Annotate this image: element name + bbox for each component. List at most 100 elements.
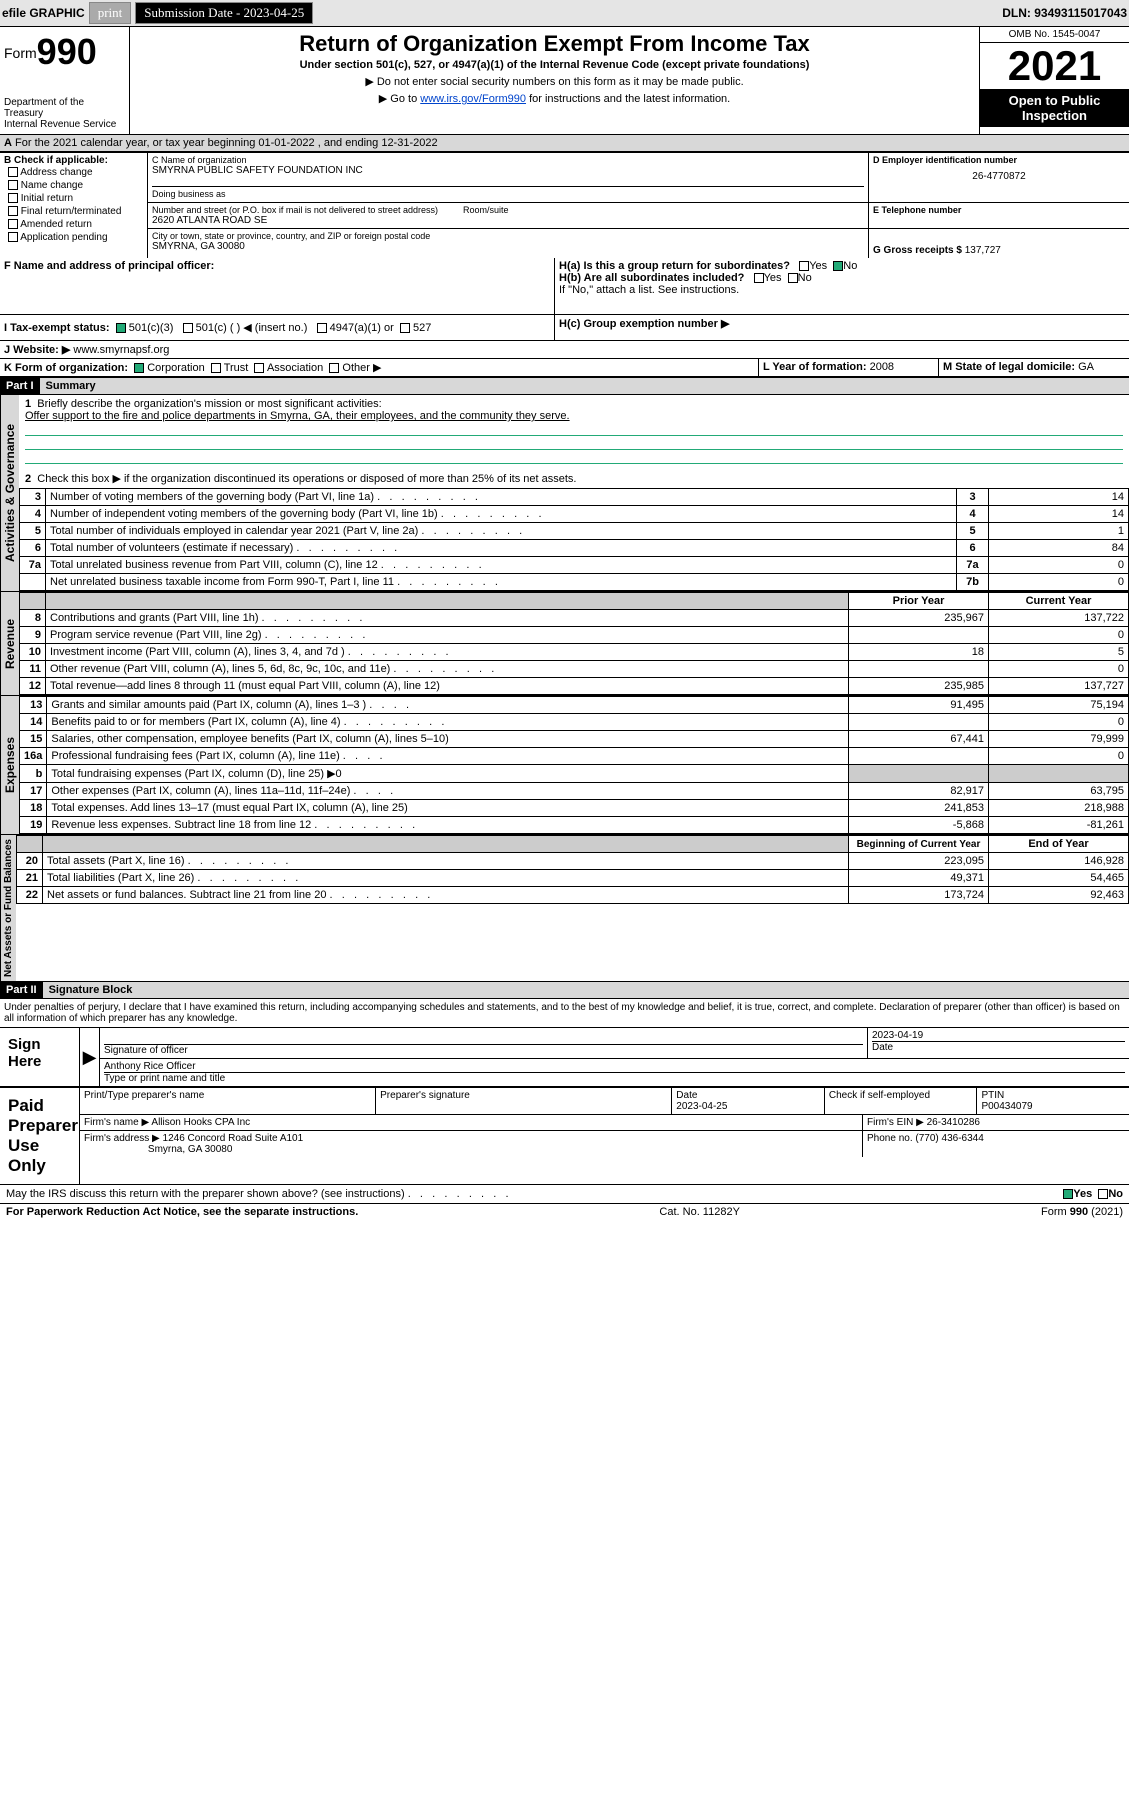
table-row: 17Other expenses (Part IX, column (A), l… — [20, 783, 1129, 800]
irs-link[interactable]: www.irs.gov/Form990 — [420, 93, 526, 105]
revenue-table: Prior YearCurrent Year 8Contributions an… — [19, 592, 1129, 695]
527-checkbox[interactable] — [400, 323, 410, 333]
form-title: Return of Organization Exempt From Incom… — [138, 31, 971, 57]
address-change-checkbox[interactable] — [8, 167, 18, 177]
hb-yes-label: Yes — [764, 272, 782, 284]
trust-checkbox[interactable] — [211, 363, 221, 373]
final-return-checkbox[interactable] — [8, 206, 18, 216]
hb-note: If "No," attach a list. See instructions… — [559, 284, 1125, 296]
501c-label: 501(c) ( ) ◀ (insert no.) — [196, 322, 308, 334]
phone-label: E Telephone number — [873, 205, 1125, 215]
net-assets-vlabel: Net Assets or Fund Balances — [0, 835, 16, 981]
discuss-no-checkbox[interactable] — [1098, 1189, 1108, 1199]
print-button[interactable]: print — [89, 2, 132, 24]
501c3-checkbox[interactable] — [116, 323, 126, 333]
hb-yes-checkbox[interactable] — [754, 273, 764, 283]
table-row: 5Total number of individuals employed in… — [20, 523, 1129, 540]
ha-yes-label: Yes — [809, 260, 827, 272]
other-checkbox[interactable] — [329, 363, 339, 373]
governance-table: 3Number of voting members of the governi… — [19, 488, 1129, 591]
firm-addr-label: Firm's address ▶ — [84, 1133, 160, 1144]
501c-checkbox[interactable] — [183, 323, 193, 333]
city-state-zip: SMYRNA, GA 30080 — [152, 241, 864, 252]
revenue-section: Revenue Prior YearCurrent Year 8Contribu… — [0, 591, 1129, 695]
corp-checkbox[interactable] — [134, 363, 144, 373]
initial-return-label: Initial return — [21, 193, 73, 204]
527-label: 527 — [413, 322, 431, 334]
table-row: 20Total assets (Part X, line 16)223,0951… — [17, 853, 1129, 870]
part1-header: Part I Summary — [0, 377, 1129, 395]
assoc-checkbox[interactable] — [254, 363, 264, 373]
dept-treasury: Department of the Treasury — [4, 97, 125, 119]
sign-here-label: Sign Here — [0, 1028, 80, 1086]
year-formation-label: L Year of formation: — [763, 361, 867, 373]
table-row: 7aTotal unrelated business revenue from … — [20, 557, 1129, 574]
omb-number: OMB No. 1545-0047 — [980, 27, 1129, 43]
table-row: 6Total number of volunteers (estimate if… — [20, 540, 1129, 557]
table-row: Net unrelated business taxable income fr… — [20, 574, 1129, 591]
block-f-label: F Name and address of principal officer: — [4, 260, 214, 272]
submission-date-button[interactable]: Submission Date - 2023-04-25 — [135, 2, 313, 24]
org-name: SMYRNA PUBLIC SAFETY FOUNDATION INC — [152, 165, 864, 176]
identity-block: B Check if applicable: Address change Na… — [0, 152, 1129, 258]
form-header: Form990 Department of the Treasury Inter… — [0, 27, 1129, 135]
org-name-label: C Name of organization — [152, 155, 864, 165]
part1-bar: Part I — [0, 378, 40, 394]
firm-name: Allison Hooks CPA Inc — [151, 1117, 250, 1128]
ptin-label: PTIN — [981, 1090, 1004, 1101]
amended-return-checkbox[interactable] — [8, 219, 18, 229]
net-assets-section: Net Assets or Fund Balances Beginning of… — [0, 834, 1129, 981]
hb-no-label: No — [798, 272, 812, 284]
irs-label: Internal Revenue Service — [4, 119, 125, 130]
top-bar: efile GRAPHIC print Submission Date - 20… — [0, 0, 1129, 27]
goto-suffix: for instructions and the latest informat… — [526, 93, 730, 105]
gross-receipts-value: 137,727 — [965, 245, 1001, 256]
firm-addr1: 1246 Concord Road Suite A101 — [163, 1133, 304, 1144]
hb-no-checkbox[interactable] — [788, 273, 798, 283]
street-address: 2620 ATLANTA ROAD SE — [152, 215, 864, 226]
table-row: 15Salaries, other compensation, employee… — [20, 731, 1129, 748]
prep-name-label: Print/Type preparer's name — [80, 1088, 376, 1114]
ha-no-checkbox[interactable] — [833, 261, 843, 271]
domicile-value: GA — [1078, 361, 1094, 373]
ssn-warning: ▶ Do not enter social security numbers o… — [138, 75, 971, 88]
form-ref: Form 990 (2021) — [1041, 1206, 1123, 1218]
paid-preparer-label: Paid Preparer Use Only — [0, 1088, 80, 1184]
table-row: 12Total revenue—add lines 8 through 11 (… — [20, 678, 1129, 695]
addr-label: Number and street (or P.O. box if mail i… — [152, 205, 438, 215]
website-value: www.smyrnapsf.org — [73, 344, 169, 356]
net-assets-table: Beginning of Current YearEnd of Year 20T… — [16, 835, 1129, 904]
corp-label: Corporation — [147, 362, 204, 374]
prep-sig-label: Preparer's signature — [376, 1088, 672, 1114]
discuss-yes-checkbox[interactable] — [1063, 1189, 1073, 1199]
block-b-checkboxes: Address change Name change Initial retur… — [4, 166, 143, 244]
initial-return-checkbox[interactable] — [8, 193, 18, 203]
city-label: City or town, state or province, country… — [152, 231, 864, 241]
501c3-label: 501(c)(3) — [129, 322, 174, 334]
tax-year: 2021 — [980, 43, 1129, 89]
arrow-icon: ▶ — [80, 1028, 100, 1086]
gross-receipts-label: G Gross receipts $ — [873, 245, 962, 256]
website-row: J Website: ▶ www.smyrnapsf.org — [0, 341, 1129, 359]
open-to-public: Open to Public Inspection — [980, 89, 1129, 127]
signature-date: 2023-04-19 — [872, 1030, 1125, 1041]
part1-title: Summary — [40, 378, 102, 394]
discuss-row: May the IRS discuss this return with the… — [0, 1185, 1129, 1203]
4947-checkbox[interactable] — [317, 323, 327, 333]
table-row: 16aProfessional fundraising fees (Part I… — [20, 748, 1129, 765]
name-change-checkbox[interactable] — [8, 180, 18, 190]
type-name-label: Type or print name and title — [104, 1072, 1125, 1084]
revenue-vlabel: Revenue — [0, 592, 19, 695]
line-a-tax-year: A For the 2021 calendar year, or tax yea… — [0, 135, 1129, 152]
ha-yes-checkbox[interactable] — [799, 261, 809, 271]
application-pending-checkbox[interactable] — [8, 232, 18, 242]
current-year-header: Current Year — [989, 593, 1129, 610]
table-row: 11Other revenue (Part VIII, column (A), … — [20, 661, 1129, 678]
table-row: 13Grants and similar amounts paid (Part … — [20, 697, 1129, 714]
dln-label: DLN: 93493115017043 — [1002, 6, 1127, 20]
trust-label: Trust — [224, 362, 249, 374]
perjury-statement: Under penalties of perjury, I declare th… — [0, 999, 1129, 1027]
discuss-question: May the IRS discuss this return with the… — [6, 1188, 509, 1200]
table-row: 21Total liabilities (Part X, line 26)49,… — [17, 870, 1129, 887]
amended-return-label: Amended return — [20, 219, 92, 230]
